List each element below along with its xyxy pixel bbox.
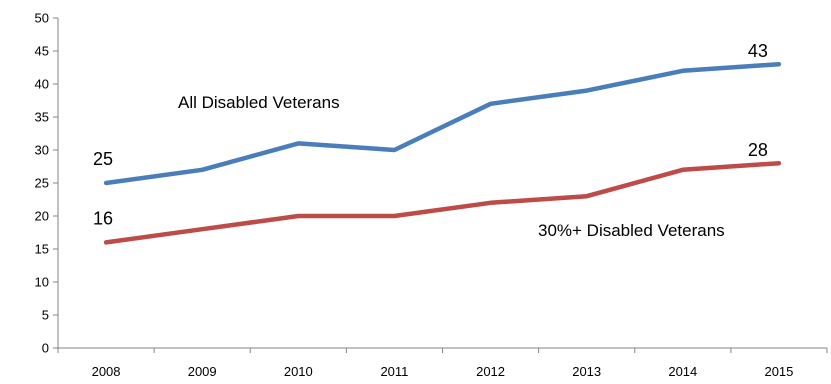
data-label-first: 25 [93, 149, 113, 169]
y-tick-label: 50 [35, 11, 49, 26]
y-tick-label: 40 [35, 77, 49, 92]
y-tick-label: 5 [42, 308, 49, 323]
data-label-last: 43 [748, 41, 768, 61]
series-label-all-disabled: All Disabled Veterans [178, 93, 340, 112]
y-tick-label: 25 [35, 176, 49, 191]
x-tick-label: 2015 [764, 364, 793, 379]
x-tick-label: 2010 [284, 364, 313, 379]
series-line [103, 160, 782, 245]
y-tick-label: 45 [35, 44, 49, 59]
x-tick-label: 2011 [380, 364, 408, 379]
data-label-last: 28 [748, 140, 768, 160]
series-label-30pct-disabled: 30%+ Disabled Veterans [538, 221, 725, 240]
y-tick-label: 15 [35, 242, 49, 257]
x-tick-label: 2014 [668, 364, 697, 379]
y-tick-label: 30 [35, 143, 49, 158]
chart-series [103, 61, 782, 245]
x-tick-label: 2012 [476, 364, 505, 379]
chart-labels: 25 43 16 28 All Disabled Veterans 30%+ Disabl… [93, 41, 768, 240]
x-tick-label: 2008 [92, 364, 121, 379]
data-label-first: 16 [93, 208, 113, 228]
y-tick-label: 20 [35, 209, 49, 224]
y-tick-label: 0 [42, 341, 49, 356]
x-tick-label: 2009 [188, 364, 217, 379]
y-tick-label: 35 [35, 110, 49, 125]
x-tick-label: 2013 [572, 364, 601, 379]
y-tick-label: 10 [35, 275, 49, 290]
series-line [103, 61, 782, 186]
chart-axes: 0 5 10 15 20 25 30 35 40 45 50 2008 2009 2010 2011 2012… [35, 11, 828, 379]
